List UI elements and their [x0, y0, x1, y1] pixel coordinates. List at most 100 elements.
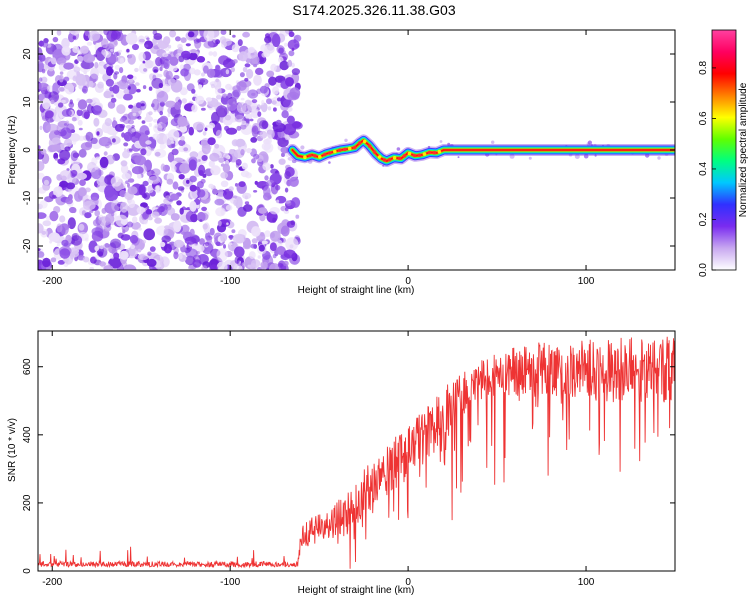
noise-speck: [200, 72, 206, 77]
noise-speck: [251, 226, 261, 237]
noise-speck: [132, 216, 138, 224]
noise-speck: [218, 55, 230, 66]
noise-speck: [46, 85, 53, 93]
noise-speck: [179, 163, 191, 174]
noise-speck: [223, 153, 230, 158]
noise-speck: [131, 152, 143, 161]
noise-speck: [217, 220, 222, 227]
noise-speck: [158, 203, 169, 216]
noise-speck: [258, 120, 269, 130]
noise-speck: [225, 204, 233, 211]
trace-scatter-speck: [344, 138, 348, 142]
noise-speck: [78, 187, 87, 197]
noise-speck: [147, 185, 154, 193]
noise-speck: [38, 223, 44, 234]
noise-speck: [147, 216, 153, 221]
noise-speck: [164, 47, 170, 52]
noise-speck: [196, 203, 200, 209]
trace-scatter-speck: [587, 140, 593, 145]
noise-speck: [140, 148, 147, 156]
noise-speck: [249, 263, 257, 270]
noise-speck: [270, 63, 277, 72]
noise-speck: [92, 219, 100, 227]
noise-speck: [197, 78, 209, 86]
noise-speck: [170, 79, 183, 93]
noise-speck: [185, 43, 191, 47]
noise-speck: [180, 224, 190, 233]
noise-speck: [284, 134, 290, 141]
noise-speck: [122, 264, 137, 270]
noise-speck: [242, 192, 252, 200]
noise-speck: [288, 50, 295, 57]
noise-speck: [163, 36, 171, 46]
noise-speck: [148, 86, 153, 91]
trace-hotspot: [357, 141, 362, 145]
noise-speck: [94, 245, 99, 252]
noise-speck: [291, 159, 297, 164]
noise-speck: [191, 88, 196, 94]
spectrogram-x-ticks: -200 -100 0 100: [42, 30, 595, 287]
noise-speck: [126, 48, 130, 53]
noise-speck: [98, 216, 111, 226]
spectrogram-x-tick-label: 0: [405, 276, 411, 287]
noise-speck: [212, 188, 218, 195]
noise-speck: [38, 47, 43, 58]
noise-speck: [177, 186, 185, 191]
figure-title: S174.2025.326.11.38.G03: [292, 2, 455, 18]
noise-speck: [120, 164, 129, 174]
noise-speck: [56, 243, 61, 247]
noise-speck: [239, 72, 245, 78]
noise-speck: [104, 243, 110, 248]
trace-hotspot: [432, 150, 437, 155]
noise-speck: [42, 220, 52, 227]
noise-speck: [104, 185, 115, 198]
noise-speck: [170, 193, 180, 201]
noise-speck: [61, 46, 71, 56]
noise-speck: [165, 195, 171, 201]
noise-speck: [85, 237, 89, 242]
noise-speck: [177, 116, 188, 127]
trace-scatter-speck: [574, 154, 580, 159]
noise-speck: [131, 128, 136, 133]
noise-speck: [130, 244, 136, 249]
noise-speck: [261, 99, 265, 106]
noise-speck: [223, 93, 227, 98]
trace-scatter-speck: [528, 156, 532, 160]
noise-speck: [231, 44, 240, 53]
noise-speck: [175, 36, 181, 42]
noise-speck: [160, 163, 166, 171]
snr-y-tick-label: 200: [22, 494, 33, 511]
noise-speck: [82, 54, 96, 63]
noise-speck: [138, 227, 142, 231]
noise-speck: [210, 83, 215, 89]
noise-speck: [290, 220, 296, 226]
noise-speck: [246, 148, 252, 154]
noise-speck: [236, 102, 247, 114]
snr-series-line: [38, 336, 675, 569]
noise-speck: [96, 131, 100, 136]
noise-speck: [54, 157, 59, 161]
noise-speck: [80, 60, 95, 70]
colorbar-label: Normalized spectral amplitude: [738, 82, 749, 217]
noise-speck: [154, 217, 163, 224]
noise-speck: [58, 87, 65, 92]
noise-speck: [41, 41, 49, 48]
noise-speck: [285, 77, 294, 87]
noise-speck: [253, 190, 258, 193]
noise-speck: [201, 265, 208, 270]
noise-speck: [38, 212, 47, 219]
noise-speck: [88, 30, 101, 42]
spectrogram-y-ticks: -20 -10 0 10 20: [22, 48, 675, 253]
noise-speck: [38, 248, 41, 252]
noise-speck: [159, 56, 165, 65]
noise-speck: [52, 194, 57, 199]
trace-scatter-speck: [594, 154, 597, 157]
noise-speck: [43, 179, 50, 186]
noise-speck: [205, 242, 210, 247]
noise-speck: [189, 200, 197, 212]
noise-speck: [266, 129, 275, 139]
noise-speck: [259, 85, 268, 94]
noise-speck: [234, 114, 245, 123]
noise-speck: [227, 92, 233, 98]
noise-speck: [253, 64, 258, 68]
